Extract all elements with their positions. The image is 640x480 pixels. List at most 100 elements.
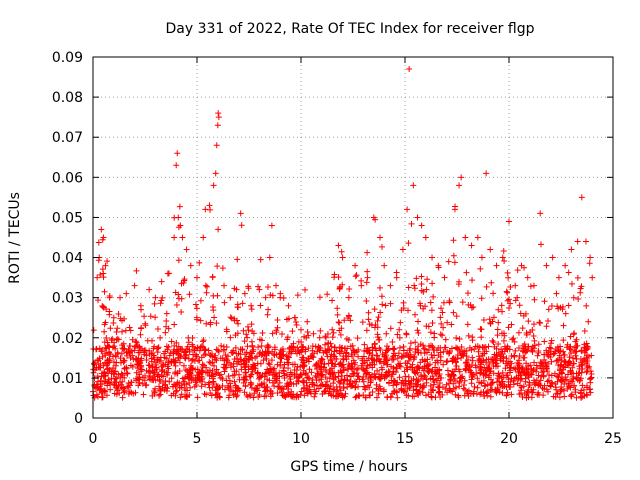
- data-point: [176, 359, 183, 366]
- data-point: [111, 343, 118, 350]
- data-point: [562, 374, 569, 381]
- data-point: [414, 214, 421, 221]
- data-point: [387, 282, 394, 289]
- data-point: [90, 369, 97, 376]
- data-point: [221, 368, 228, 375]
- data-point: [98, 226, 105, 233]
- data-point: [537, 359, 544, 366]
- data-point: [336, 284, 343, 291]
- data-point: [587, 368, 594, 375]
- data-point: [360, 353, 367, 360]
- data-point: [422, 234, 429, 241]
- data-point: [464, 290, 471, 297]
- data-point: [143, 357, 150, 364]
- data-point: [184, 367, 191, 374]
- data-point: [329, 297, 336, 304]
- data-point: [146, 374, 153, 381]
- data-point: [194, 394, 201, 401]
- y-tick-label: 0: [74, 411, 83, 427]
- data-point: [210, 307, 217, 314]
- data-point: [459, 351, 466, 358]
- data-point: [439, 332, 446, 339]
- data-point: [136, 376, 143, 383]
- data-point: [234, 256, 241, 263]
- data-point: [158, 297, 165, 304]
- data-point: [302, 348, 309, 355]
- data-point: [462, 366, 469, 373]
- data-point: [478, 295, 485, 302]
- data-point: [354, 372, 361, 379]
- data-point: [436, 367, 443, 374]
- data-point: [570, 294, 577, 301]
- data-point: [579, 382, 586, 389]
- data-point: [397, 363, 404, 370]
- data-point: [404, 360, 411, 367]
- data-point: [289, 328, 296, 335]
- data-point: [186, 346, 193, 353]
- data-point: [361, 383, 368, 390]
- data-point: [269, 330, 276, 337]
- data-point: [127, 354, 134, 361]
- data-point: [426, 361, 433, 368]
- data-point: [155, 344, 162, 351]
- data-point: [317, 368, 324, 375]
- data-point: [422, 358, 429, 365]
- data-point: [304, 318, 311, 325]
- data-point: [447, 387, 454, 394]
- data-point: [400, 347, 407, 354]
- data-point: [212, 356, 219, 363]
- data-point: [214, 385, 221, 392]
- data-point: [563, 344, 570, 351]
- data-point: [263, 392, 270, 399]
- data-point: [133, 339, 140, 346]
- data-point: [175, 257, 182, 264]
- data-point: [102, 319, 109, 326]
- data-point: [581, 327, 588, 334]
- data-point: [500, 358, 507, 365]
- data-point: [296, 373, 303, 380]
- data-point: [404, 206, 411, 213]
- data-point: [338, 248, 345, 255]
- data-point: [99, 381, 106, 388]
- data-point: [200, 338, 207, 345]
- data-point: [264, 311, 271, 318]
- data-point: [482, 344, 489, 351]
- data-point: [578, 194, 585, 201]
- data-point: [412, 346, 419, 353]
- data-point: [402, 373, 409, 380]
- data-point: [244, 323, 251, 330]
- data-point: [531, 345, 538, 352]
- data-point: [237, 346, 244, 353]
- data-point: [240, 376, 247, 383]
- data-point: [393, 274, 400, 281]
- data-point: [99, 353, 106, 360]
- data-point: [137, 325, 144, 332]
- data-point: [415, 318, 422, 325]
- data-point: [213, 366, 220, 373]
- data-point: [106, 308, 113, 315]
- data-point: [111, 378, 118, 385]
- data-point: [340, 356, 347, 363]
- data-point: [244, 334, 251, 341]
- data-point: [469, 354, 476, 361]
- data-point: [257, 302, 264, 309]
- data-point: [452, 203, 459, 210]
- data-point: [271, 383, 278, 390]
- data-point: [438, 320, 445, 327]
- data-point: [547, 348, 554, 355]
- data-point: [241, 290, 248, 297]
- data-point: [267, 291, 274, 298]
- data-point: [225, 373, 232, 380]
- data-point: [587, 389, 594, 396]
- data-point: [493, 345, 500, 352]
- data-point: [529, 348, 536, 355]
- data-point: [446, 299, 453, 306]
- data-point: [355, 383, 362, 390]
- data-point: [502, 365, 509, 372]
- data-point: [289, 344, 296, 351]
- data-point: [158, 278, 165, 285]
- data-point: [263, 383, 270, 390]
- data-point: [411, 285, 418, 292]
- data-point: [103, 335, 110, 342]
- x-axis-label: GPS time / hours: [290, 459, 407, 475]
